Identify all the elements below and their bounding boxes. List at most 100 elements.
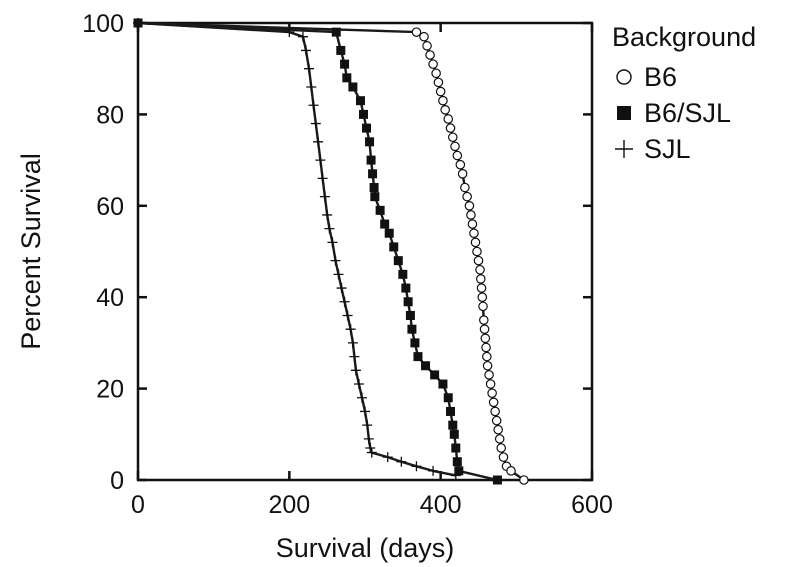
data-point-b6 bbox=[488, 397, 499, 408]
data-point-sjl bbox=[313, 136, 324, 147]
legend-item-b6-sjl: B6/SJL bbox=[617, 98, 731, 128]
data-point-b6 bbox=[470, 237, 481, 248]
x-tick-label: 600 bbox=[571, 491, 613, 519]
legend-label-b6-sjl: B6/SJL bbox=[644, 98, 731, 128]
series-b6 bbox=[133, 18, 529, 485]
data-point-b6 bbox=[419, 31, 429, 42]
data-point-b6-sjl bbox=[380, 219, 390, 229]
y-tick-label: 100 bbox=[82, 10, 124, 38]
data-point-b6 bbox=[491, 415, 502, 426]
data-point-b6 bbox=[428, 59, 438, 69]
data-point-b6 bbox=[472, 246, 482, 257]
data-point-sjl bbox=[360, 406, 370, 417]
data-point-b6-sjl bbox=[393, 256, 403, 266]
data-point-b6 bbox=[425, 50, 435, 60]
data-point-sjl bbox=[356, 392, 367, 403]
data-point-b6-sjl bbox=[348, 82, 358, 92]
data-point-b6-sjl bbox=[410, 338, 420, 348]
data-point-sjl bbox=[339, 296, 350, 307]
data-point-b6 bbox=[490, 406, 500, 417]
data-point-sjl bbox=[363, 433, 374, 444]
data-point-sjl bbox=[322, 209, 333, 220]
data-point-b6-sjl bbox=[413, 352, 423, 362]
data-point-b6-sjl bbox=[358, 109, 368, 119]
data-point-b6-sjl bbox=[405, 310, 415, 320]
data-point-b6-sjl bbox=[375, 205, 385, 215]
data-point-b6 bbox=[466, 210, 476, 220]
data-point-b6 bbox=[435, 86, 446, 97]
data-point-b6-sjl bbox=[336, 45, 346, 55]
x-tick-label: 200 bbox=[268, 491, 310, 519]
data-point-b6 bbox=[443, 114, 454, 124]
series-line-b6 bbox=[137, 21, 525, 481]
series-line-sjl bbox=[137, 21, 457, 477]
data-point-sjl bbox=[319, 191, 330, 202]
data-point-b6 bbox=[475, 264, 485, 275]
data-point-b6-sjl bbox=[452, 457, 462, 467]
data-point-b6 bbox=[411, 27, 422, 37]
data-point-b6-sjl bbox=[362, 123, 372, 133]
data-point-sjl bbox=[345, 324, 356, 335]
data-point-sjl bbox=[308, 100, 319, 111]
data-point-b6-sjl bbox=[342, 73, 352, 83]
data-point-b6-sjl bbox=[365, 137, 375, 147]
data-point-b6 bbox=[484, 370, 494, 380]
data-point-b6 bbox=[462, 191, 472, 202]
data-point-sjl bbox=[382, 452, 393, 463]
data-point-b6 bbox=[482, 351, 492, 362]
data-point-b6 bbox=[498, 452, 509, 462]
legend-marker-b6-sjl bbox=[617, 106, 631, 120]
data-point-sjl bbox=[362, 420, 373, 431]
data-point-b6 bbox=[481, 342, 491, 353]
data-point-sjl bbox=[336, 283, 347, 294]
data-point-b6 bbox=[485, 379, 496, 389]
data-point-b6 bbox=[476, 283, 487, 293]
data-point-sjl bbox=[306, 81, 317, 92]
data-point-b6 bbox=[447, 132, 458, 143]
legend-marker-sjl bbox=[615, 140, 633, 158]
legend-item-b6: B6 bbox=[616, 62, 677, 92]
data-point-sjl bbox=[300, 45, 311, 56]
y-tick-label: 0 bbox=[110, 467, 124, 495]
data-point-b6-sjl bbox=[370, 192, 380, 202]
data-point-b6-sjl bbox=[403, 297, 413, 307]
data-point-sjl bbox=[317, 173, 328, 184]
data-point-b6 bbox=[487, 388, 497, 398]
data-point-sjl bbox=[297, 31, 308, 42]
data-point-sjl bbox=[304, 63, 315, 74]
data-point-b6-sjl bbox=[430, 370, 440, 380]
data-point-b6 bbox=[493, 424, 503, 435]
data-point-b6 bbox=[445, 123, 456, 133]
data-point-b6-sjl bbox=[443, 393, 453, 403]
y-tick-label: 60 bbox=[96, 193, 124, 221]
series-sjl bbox=[133, 18, 461, 481]
data-point-b6 bbox=[457, 169, 468, 179]
data-point-b6-sjl bbox=[407, 324, 417, 334]
data-point-b6 bbox=[477, 292, 488, 302]
data-point-b6 bbox=[431, 68, 441, 79]
data-point-sjl bbox=[324, 223, 335, 234]
data-point-b6-sjl bbox=[366, 155, 376, 165]
legend-title: Background bbox=[612, 22, 756, 52]
data-point-b6 bbox=[452, 150, 463, 161]
legend-label-b6: B6 bbox=[644, 62, 677, 92]
data-point-b6 bbox=[479, 324, 490, 334]
data-point-b6-sjl bbox=[421, 361, 431, 371]
data-point-b6 bbox=[482, 360, 493, 371]
y-tick-label: 80 bbox=[96, 101, 124, 129]
data-point-b6-sjl bbox=[355, 96, 365, 106]
data-point-b6 bbox=[460, 182, 470, 193]
x-axis-title: Survival (days) bbox=[276, 533, 455, 563]
data-point-b6-sjl bbox=[451, 443, 461, 453]
data-point-sjl bbox=[396, 456, 407, 467]
legend-item-sjl: SJL bbox=[615, 134, 691, 164]
data-point-sjl bbox=[347, 337, 358, 348]
data-point-sjl bbox=[411, 461, 422, 472]
data-point-b6-sjl bbox=[331, 27, 341, 37]
data-point-sjl bbox=[450, 470, 461, 481]
data-point-b6 bbox=[464, 201, 475, 211]
legend-label-sjl: SJL bbox=[644, 134, 691, 164]
data-point-b6-sjl bbox=[454, 466, 464, 476]
data-point-b6-sjl bbox=[398, 269, 408, 279]
